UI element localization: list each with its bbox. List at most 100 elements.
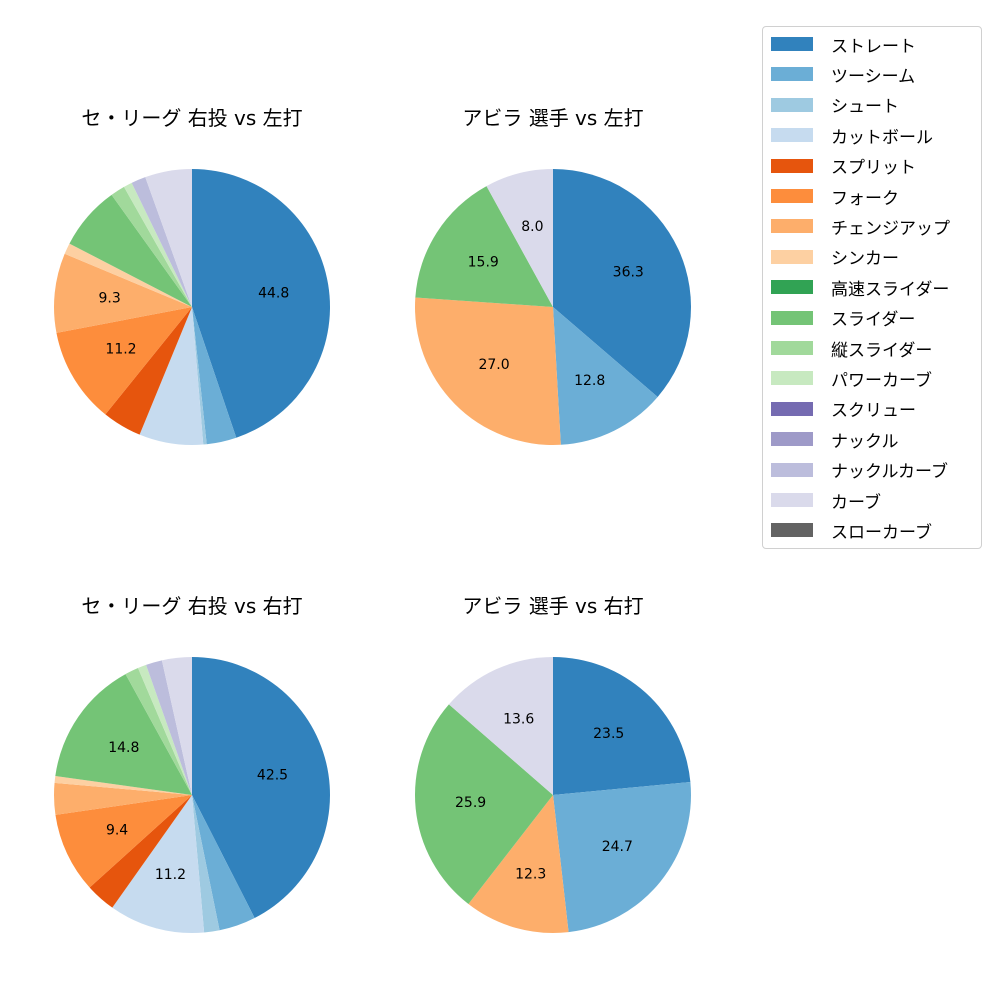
slice-label: 42.5 bbox=[257, 768, 288, 784]
legend-swatch bbox=[771, 67, 813, 82]
slice-label: 9.4 bbox=[106, 822, 128, 838]
pie-slice bbox=[414, 297, 561, 446]
legend-label: 高速スライダー bbox=[831, 279, 950, 300]
pie-slice bbox=[553, 782, 692, 933]
legend-label: スクリュー bbox=[831, 401, 916, 422]
legend-swatch bbox=[771, 310, 813, 325]
legend-swatch bbox=[771, 37, 813, 51]
pie-slice bbox=[415, 186, 553, 307]
legend-label: シュート bbox=[831, 97, 899, 118]
pie-slice bbox=[192, 795, 220, 933]
slice-label: 13.6 bbox=[503, 712, 534, 728]
slice-label: 12.3 bbox=[515, 867, 546, 883]
legend-item: 縦スライダー bbox=[771, 336, 933, 361]
legend: ストレートツーシームシュートカットボールスプリットフォークチェンジアップ シンカー… bbox=[762, 26, 982, 549]
legend-label: パワーカーブ bbox=[831, 370, 932, 391]
legend-swatch bbox=[771, 128, 813, 143]
legend-item: スクリュー bbox=[771, 397, 916, 421]
slice-label: 24.7 bbox=[602, 839, 633, 855]
pie-slice bbox=[125, 668, 192, 795]
legend-label: ツーシーム bbox=[831, 66, 916, 87]
pie-slice bbox=[64, 243, 192, 307]
pie-slice bbox=[468, 795, 569, 934]
slice-label: 11.2 bbox=[105, 342, 136, 358]
slice-label: 36.3 bbox=[613, 264, 644, 280]
legend-item: ナックル bbox=[771, 427, 899, 452]
pie-slice bbox=[161, 657, 192, 795]
legend-label: ストレート bbox=[831, 36, 916, 57]
chart-title-4: アビラ 選手 vs 右打 bbox=[462, 594, 644, 618]
legend-label: チェンジアップ bbox=[831, 218, 950, 239]
legend-swatch bbox=[771, 219, 813, 234]
pie-slice bbox=[124, 182, 192, 307]
legend-item: カットボール bbox=[771, 123, 933, 148]
legend-label: スライダー bbox=[831, 310, 916, 331]
legend-swatch bbox=[771, 280, 813, 295]
pie-slice bbox=[55, 674, 193, 795]
legend-label: フォーク bbox=[831, 188, 899, 209]
legend-item: スライダー bbox=[771, 306, 915, 330]
pie-slice bbox=[54, 775, 192, 795]
legend-swatch bbox=[771, 97, 813, 112]
legend-label: スローカーブ bbox=[831, 522, 932, 543]
pie-slice bbox=[54, 253, 193, 333]
legend-item: シンカー bbox=[771, 245, 899, 269]
legend-label: ナックル bbox=[831, 431, 899, 452]
legend-swatch bbox=[771, 189, 813, 203]
pie-slice bbox=[89, 795, 192, 908]
legend-item: ストレート bbox=[771, 32, 916, 57]
legend-item: スローカーブ bbox=[771, 518, 932, 543]
legend-item: チェンジアップ bbox=[771, 214, 950, 239]
slice-label: 25.9 bbox=[455, 795, 486, 811]
pie-slice bbox=[192, 307, 237, 445]
legend-label: シンカー bbox=[831, 249, 899, 270]
pie-slice bbox=[55, 795, 193, 888]
legend-item: ツーシーム bbox=[771, 62, 916, 87]
legend-item: カーブ bbox=[771, 488, 881, 513]
legend-swatch bbox=[771, 462, 813, 477]
legend-swatch bbox=[771, 401, 813, 416]
pie-slice bbox=[146, 660, 192, 795]
chart-title-3: セ・リーグ 右投 vs 右打 bbox=[81, 594, 303, 618]
pie-slice bbox=[139, 307, 204, 445]
pie-slice bbox=[137, 664, 192, 795]
pie-slice bbox=[105, 307, 192, 435]
legend-label: 縦スライダー bbox=[831, 340, 933, 361]
pie-slice bbox=[448, 657, 553, 795]
legend-label: ナックルカーブ bbox=[831, 462, 948, 483]
legend-item: パワーカーブ bbox=[771, 366, 932, 391]
pie-slice bbox=[112, 795, 205, 933]
slice-label: 44.8 bbox=[258, 286, 289, 302]
pie-slice bbox=[192, 657, 331, 918]
slice-label: 9.3 bbox=[99, 290, 121, 306]
pie-slice bbox=[131, 177, 192, 307]
pie-slice bbox=[192, 307, 207, 445]
pie-slice bbox=[53, 782, 193, 815]
pie-slice bbox=[56, 307, 192, 415]
legend-label: カットボール bbox=[831, 127, 933, 148]
pie-slice bbox=[145, 169, 192, 307]
pie-slice bbox=[486, 169, 553, 307]
pie-slice bbox=[192, 795, 255, 931]
legend-swatch bbox=[771, 493, 813, 507]
legend-item: 高速スライダー bbox=[771, 275, 950, 300]
pie-slice bbox=[553, 307, 658, 445]
slice-label: 15.9 bbox=[468, 254, 499, 270]
slice-label: 12.8 bbox=[574, 373, 605, 389]
chart-title-1: セ・リーグ 右投 vs 左打 bbox=[81, 106, 303, 130]
pie-slice bbox=[553, 169, 691, 397]
legend-swatch bbox=[771, 371, 813, 386]
legend-item: ナックルカーブ bbox=[771, 458, 948, 482]
legend-label: カーブ bbox=[831, 492, 881, 513]
legend-swatch bbox=[771, 249, 813, 264]
legend-item: フォーク bbox=[771, 184, 899, 209]
legend-swatch bbox=[771, 158, 813, 173]
slice-label: 23.5 bbox=[593, 726, 624, 742]
pie-slice bbox=[415, 704, 553, 905]
legend-item: スプリット bbox=[771, 154, 916, 178]
pie-slice bbox=[553, 657, 691, 795]
